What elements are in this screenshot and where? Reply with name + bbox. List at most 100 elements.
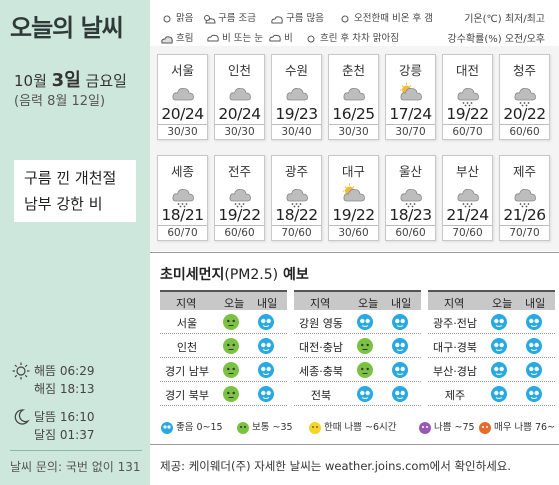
city-rain: 60/60 — [215, 225, 264, 239]
good-face-icon — [357, 386, 373, 402]
dust-region: 경기 북부 — [165, 389, 209, 402]
city-card: 강릉 17/24 30/70 — [385, 54, 436, 140]
normal-face-icon — [357, 338, 373, 354]
normal-face-icon — [237, 421, 249, 434]
moon-icon — [14, 409, 30, 425]
city-name: 대구 — [341, 164, 365, 179]
good-face-icon — [258, 338, 274, 354]
rain-weather-icon — [229, 189, 251, 208]
col-tomorrow: 내일 — [391, 297, 412, 310]
city-name: 서울 — [170, 63, 194, 78]
col-today: 오늘 — [224, 297, 245, 310]
headline-line-1: 구름 낀 개천절 — [24, 169, 117, 187]
col-today: 오늘 — [492, 297, 513, 310]
dust-header: 지역 오늘 내일 — [428, 290, 555, 310]
good-face-icon — [491, 338, 507, 354]
normal-face-icon — [223, 314, 239, 330]
col-tomorrow: 내일 — [257, 297, 278, 310]
rain-weather-icon — [457, 88, 479, 107]
col-region: 지역 — [310, 297, 331, 310]
date-day: 3일 — [51, 70, 81, 91]
am-rain-icon — [341, 15, 349, 22]
clear-icon — [163, 15, 171, 22]
dust-row: 제주 — [428, 382, 555, 406]
overcast-icon — [161, 35, 173, 43]
city-temp: 19/22 — [218, 206, 261, 224]
rain-weather-icon — [286, 189, 308, 208]
sidebar: 오늘의 날씨 10월 3일 금요일 (음력 8월 12일) 구름 낀 개천절 남… — [0, 0, 150, 485]
cloudy-weather-icon — [343, 88, 365, 101]
sun-icon — [12, 362, 30, 380]
rain-weather-icon — [457, 189, 479, 208]
dust-row: 부산·경남 — [428, 358, 555, 382]
dust-header: 지역 오늘 내일 — [294, 290, 421, 310]
city-name: 인천 — [227, 63, 251, 78]
partly-cloudy-icon — [204, 14, 216, 23]
city-card: 부산 21/24 70/60 — [442, 155, 493, 241]
normal-face-icon — [223, 338, 239, 354]
dust-column: 지역 오늘 내일 강원 영동 대전·충남 세종·충북 전북 — [294, 290, 421, 406]
city-card: 춘천 16/25 30/30 — [328, 54, 379, 140]
unit-temp: 기온(℃) 최저/최고 — [464, 14, 545, 25]
good-face-icon — [526, 314, 542, 330]
dust-row: 인천 — [160, 334, 287, 358]
cloudy-weather-icon — [286, 88, 308, 101]
normal-face-icon — [223, 386, 239, 402]
city-name: 전주 — [227, 164, 251, 179]
good-face-icon — [392, 362, 408, 378]
dust-row: 대전·충남 — [294, 334, 421, 358]
city-name: 세종 — [170, 164, 194, 179]
city-temp: 19/22 — [446, 105, 489, 123]
dust-region: 서울 — [176, 317, 198, 330]
dust-legend: 좋음 0~15 보통 ~35 한때 나쁨 ~6시간 나쁨 ~75 매우 나쁨 7… — [160, 416, 556, 438]
dust-row: 경기 북부 — [160, 382, 287, 406]
page-title: 오늘의 날씨 — [10, 14, 124, 42]
col-today: 오늘 — [358, 297, 379, 310]
city-temp: 21/26 — [503, 206, 546, 224]
city-rain: 60/60 — [386, 225, 435, 239]
city-card: 청주 20/22 60/60 — [499, 54, 550, 140]
date: 10월 3일 금요일 — [14, 66, 127, 92]
city-temp: 20/22 — [503, 105, 546, 123]
dust-row: 대구·경북 — [428, 334, 555, 358]
dust-row: 서울 — [160, 310, 287, 334]
city-rain: 30/70 — [386, 124, 435, 138]
good-face-icon — [392, 386, 408, 402]
moonrise: 달뜸 16:10 — [34, 410, 95, 424]
city-rain: 70/70 — [500, 225, 549, 239]
city-temp: 18/21 — [161, 206, 204, 224]
city-rain: 70/60 — [443, 225, 492, 239]
city-rain: 60/70 — [443, 124, 492, 138]
date-month: 10월 — [14, 72, 47, 90]
dust-row: 경기 남부 — [160, 358, 287, 382]
good-face-icon — [258, 362, 274, 378]
col-region: 지역 — [444, 297, 465, 310]
sunset: 해짐 18:13 — [34, 382, 95, 396]
dust-region: 대구·경북 — [433, 341, 477, 354]
bad-face-icon — [419, 421, 431, 434]
good-face-icon — [491, 362, 507, 378]
cloudy-weather-icon — [229, 88, 251, 101]
good-face-icon — [392, 314, 408, 330]
dust-region: 인천 — [176, 341, 198, 354]
dust-region: 세종·충북 — [299, 365, 343, 378]
dust-region: 부산·경남 — [433, 365, 477, 378]
city-name: 광주 — [284, 164, 308, 179]
good-face-icon — [491, 314, 507, 330]
city-card: 대구 19/22 30/60 — [328, 155, 379, 241]
good-face-icon — [357, 314, 373, 330]
dust-row: 광주·전남 — [428, 310, 555, 334]
dust-region: 광주·전남 — [433, 317, 477, 330]
dust-row: 전북 — [294, 382, 421, 406]
date-weekday: 금요일 — [85, 72, 127, 90]
dust-row: 세종·충북 — [294, 358, 421, 382]
clearing-icon — [307, 35, 315, 42]
good-face-icon — [392, 338, 408, 354]
city-rain: 30/30 — [158, 124, 207, 138]
city-card: 광주 18/22 70/60 — [271, 155, 322, 241]
contact-info: 날씨 문의: 국번 없이 131 — [10, 460, 141, 474]
sunrise: 해뜸 06:29 — [34, 364, 95, 378]
city-card: 전주 19/22 60/60 — [214, 155, 265, 241]
city-card: 대전 19/22 60/70 — [442, 54, 493, 140]
city-name: 청주 — [512, 63, 536, 78]
